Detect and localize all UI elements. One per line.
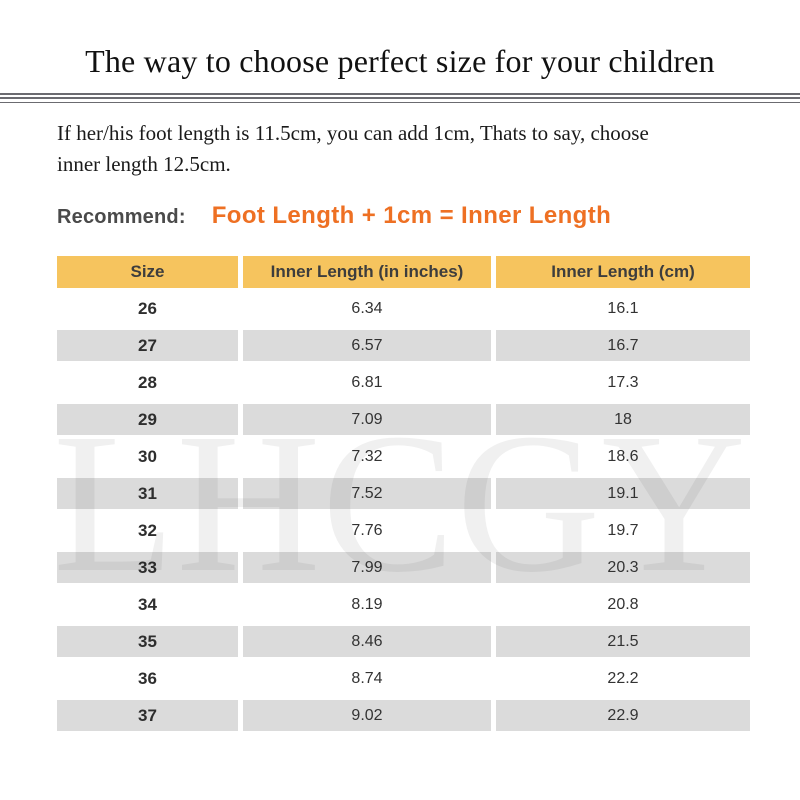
size-cell: 33 [57, 552, 238, 584]
cm-cell: 20.8 [607, 595, 639, 613]
cm-cell: 21.5 [496, 626, 750, 658]
inches-cell: 8.46 [243, 626, 491, 658]
header-cell-size: Size [57, 256, 238, 289]
recommend-formula: Foot Length + 1cm = Inner Length [211, 202, 612, 230]
cm-cell: 16.1 [607, 299, 639, 317]
table-row: 32 7.76 19.7 [57, 515, 750, 546]
inches-cell: 6.81 [351, 373, 383, 391]
size-cell: 27 [57, 330, 238, 362]
intro-line: If her/his foot length is 11.5cm, you ca… [57, 121, 649, 146]
size-cell: 32 [138, 520, 157, 540]
header-cell-cm: Inner Length (cm) [496, 256, 750, 289]
separator-rule [0, 93, 800, 95]
recommend-label: Recommend: [57, 206, 186, 229]
table-row: 37 9.02 22.9 [57, 700, 750, 732]
inches-cell: 7.52 [243, 478, 491, 510]
cm-cell: 16.7 [496, 330, 750, 362]
table-row: 26 6.34 16.1 [57, 293, 750, 324]
separator-rule [0, 97, 800, 99]
table-row: 31 7.52 19.1 [57, 478, 750, 510]
intro-text: If her/his foot length is 11.5cm, you ca… [57, 118, 760, 180]
cm-cell: 19.1 [496, 478, 750, 510]
inches-cell: 6.57 [243, 330, 491, 362]
table-row: 33 7.99 20.3 [57, 552, 750, 584]
table-row: 27 6.57 16.7 [57, 330, 750, 362]
inches-cell: 9.02 [243, 700, 491, 732]
size-cell: 31 [57, 478, 238, 510]
table-row: 34 8.19 20.8 [57, 589, 750, 620]
size-cell: 28 [138, 372, 157, 392]
cm-cell: 18 [496, 404, 750, 436]
size-cell: 30 [138, 446, 157, 466]
separator-rule [0, 101, 800, 104]
size-table: Size Inner Length (in inches) Inner Length… [57, 256, 750, 732]
size-cell: 37 [57, 700, 238, 732]
inches-cell: 8.74 [351, 669, 383, 687]
header-cell-inches: Inner Length (in inches) [243, 256, 491, 289]
header-row: Size Inner Length (in inches) Inner Length… [57, 256, 750, 289]
size-cell: 36 [138, 668, 157, 688]
table-row: 30 7.32 18.6 [57, 441, 750, 472]
inches-cell: 7.32 [351, 447, 383, 465]
size-cell: 26 [138, 298, 157, 318]
inches-cell: 7.09 [243, 404, 491, 436]
table-row: 36 8.74 22.2 [57, 663, 750, 694]
size-cell: 29 [57, 404, 238, 436]
title-separator [0, 93, 800, 104]
table-row: 29 7.09 18 [57, 404, 750, 436]
inches-cell: 8.19 [351, 595, 383, 613]
size-cell: 34 [138, 594, 157, 614]
inches-cell: 7.99 [243, 552, 491, 584]
size-cell: 35 [57, 626, 238, 658]
inches-cell: 6.34 [351, 299, 383, 317]
cm-cell: 18.6 [607, 447, 639, 465]
table-row: 28 6.81 17.3 [57, 367, 750, 398]
cm-cell: 19.7 [607, 521, 639, 539]
inches-cell: 7.76 [351, 521, 383, 539]
intro-line: inner length 12.5cm. [57, 152, 231, 177]
table-row: 35 8.46 21.5 [57, 626, 750, 658]
page-title: The way to choose perfect size for your … [85, 43, 715, 79]
cm-cell: 17.3 [607, 373, 639, 391]
cm-cell: 22.9 [496, 700, 750, 732]
cm-cell: 20.3 [496, 552, 750, 584]
recommend-row: Recommend: Foot Length + 1cm = Inner Len… [57, 202, 800, 230]
cm-cell: 22.2 [607, 669, 639, 687]
